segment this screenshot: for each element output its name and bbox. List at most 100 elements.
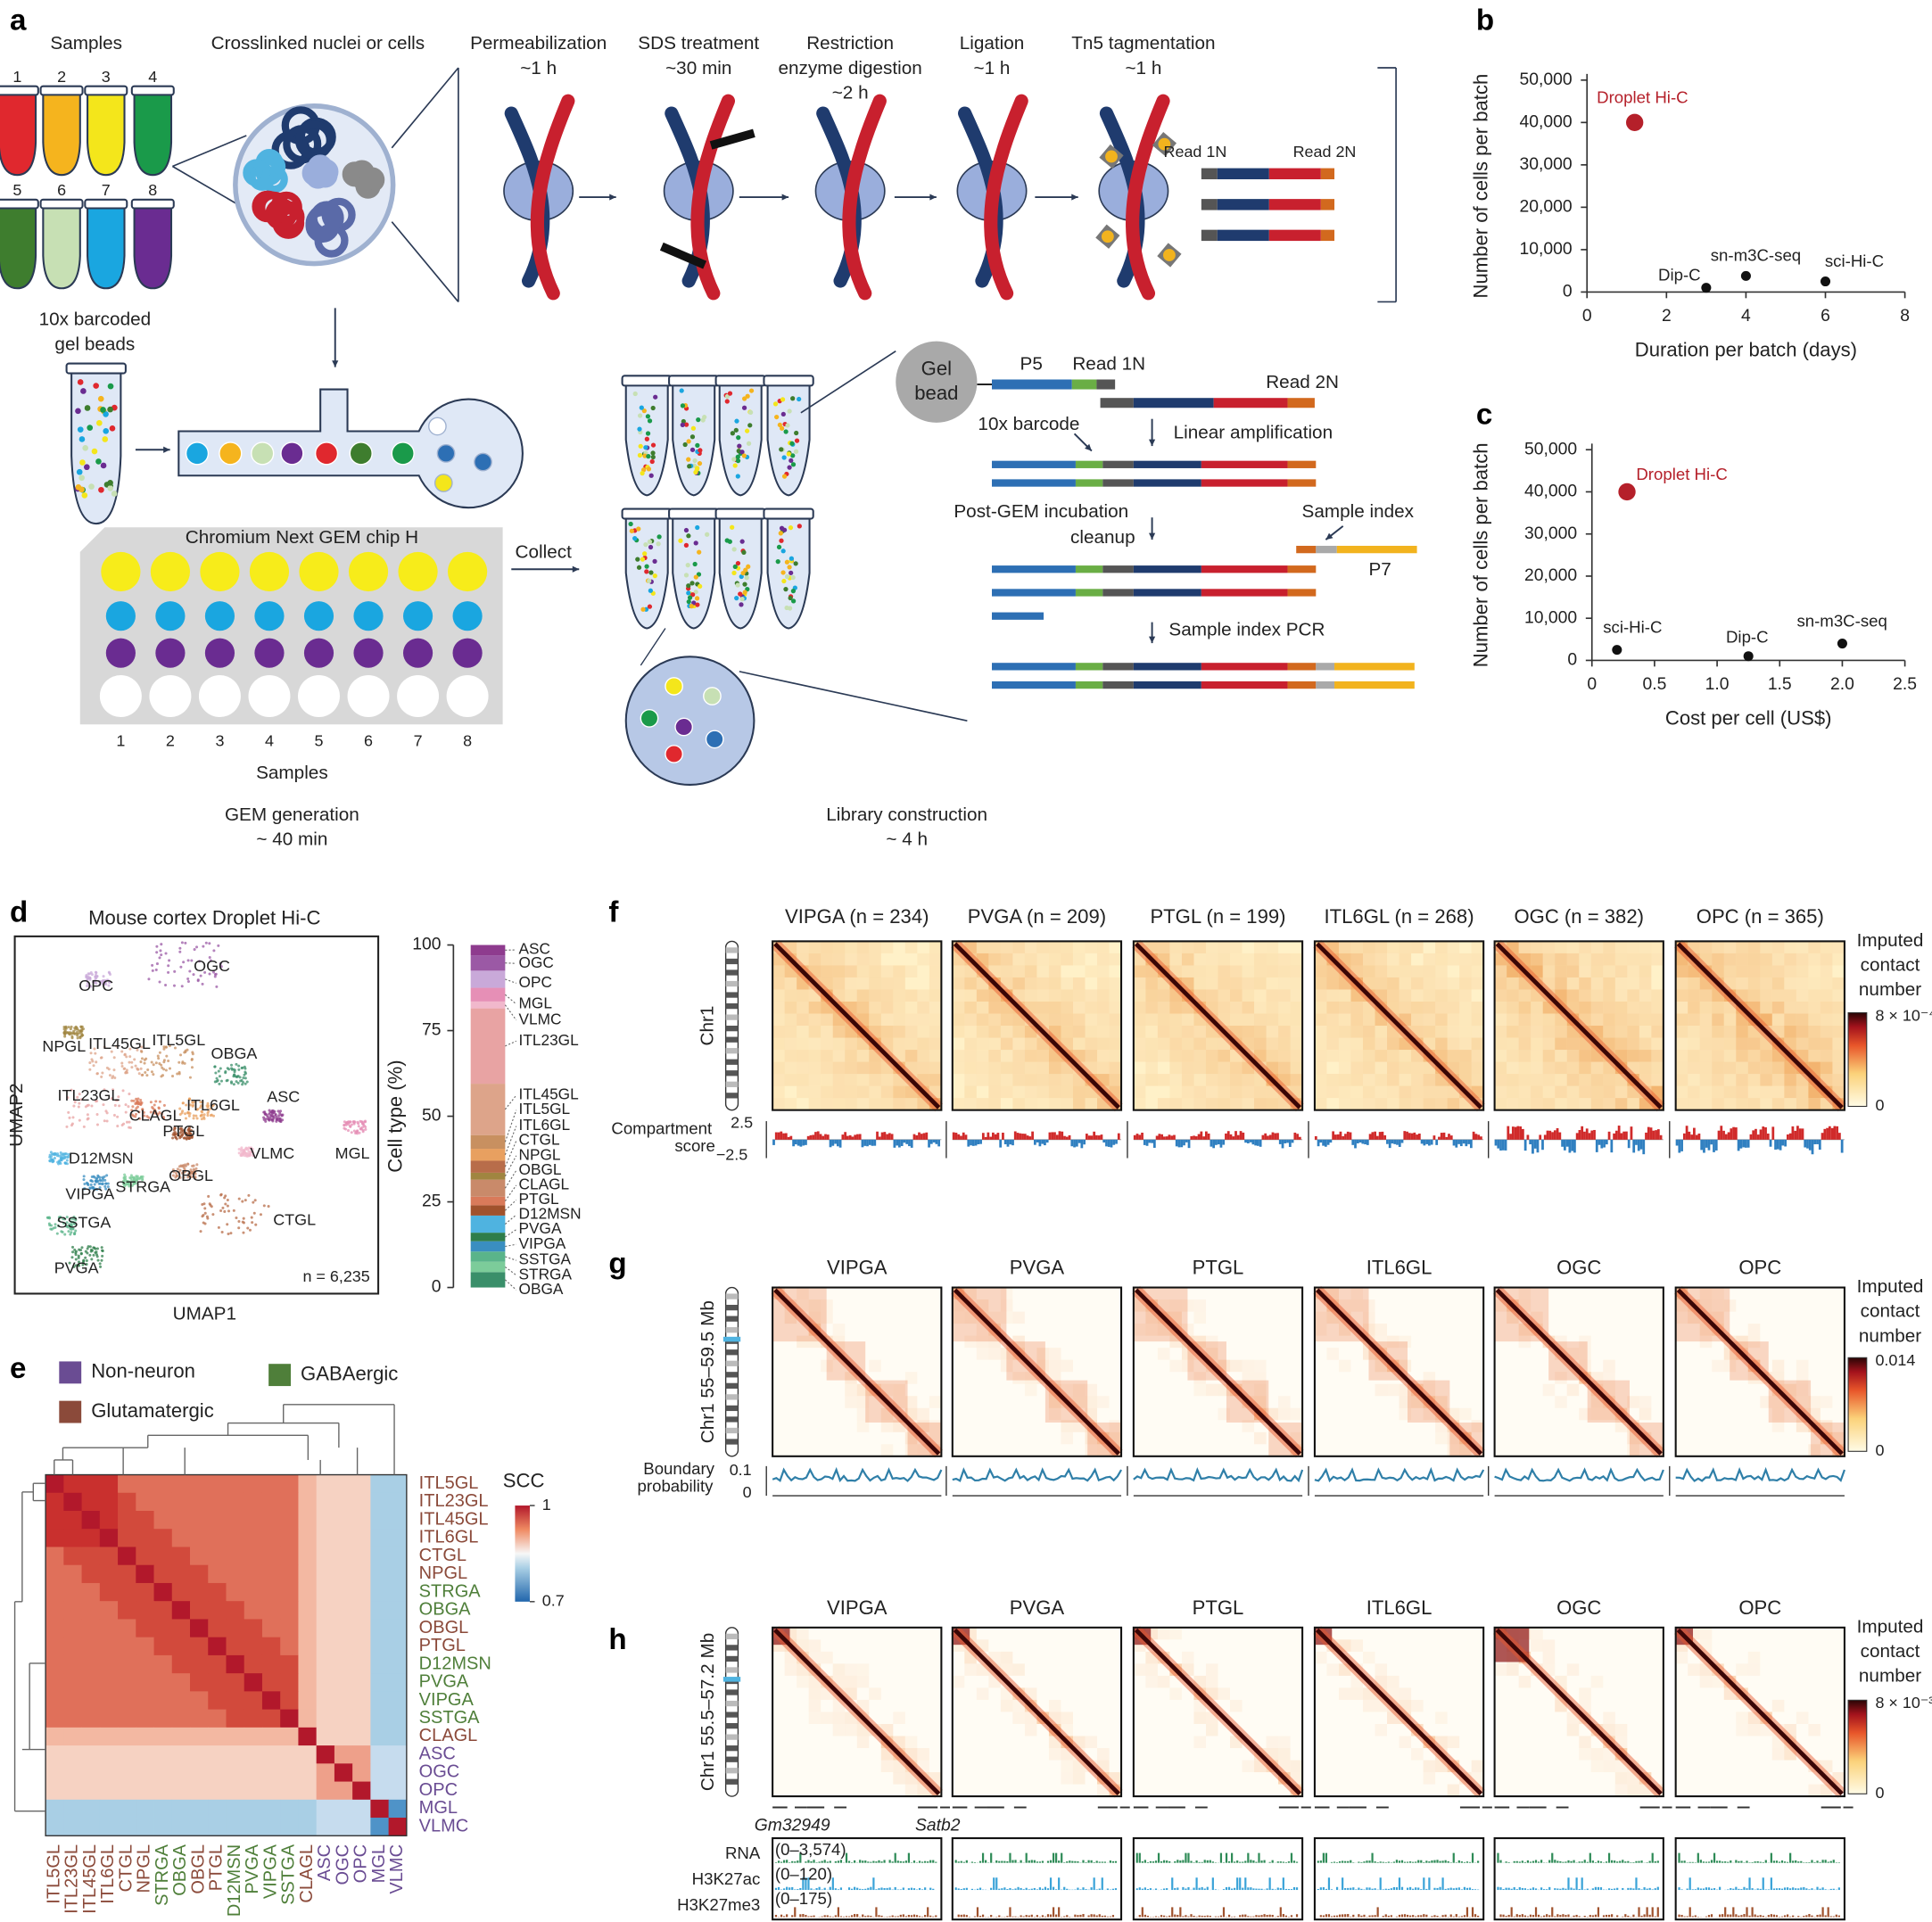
- signal: [870, 1915, 872, 1918]
- contact-pixel: [1254, 1001, 1267, 1014]
- leader: [505, 1040, 517, 1047]
- compartment-bar: [1605, 1139, 1608, 1145]
- compartment-bar: [1752, 1130, 1755, 1140]
- compartment-bar: [1541, 1139, 1544, 1151]
- contact-pixel: [1048, 1699, 1061, 1712]
- compartment-bar: [1430, 1139, 1433, 1145]
- cell-dot: [96, 1179, 100, 1183]
- cell-dot: [140, 1045, 144, 1049]
- heat-cell: [352, 1619, 371, 1638]
- contact-pixel: [772, 1050, 785, 1062]
- bead: [640, 606, 646, 612]
- compartment-bar: [1204, 1131, 1208, 1140]
- bead: [740, 570, 746, 576]
- compartment-bar: [1771, 1126, 1775, 1140]
- heat-cell: [388, 1511, 408, 1530]
- cell-dot: [173, 1134, 177, 1137]
- compartment-bar: [1764, 1126, 1767, 1140]
- contact-pixel: [1036, 1061, 1049, 1075]
- chip-well: [105, 638, 136, 668]
- contact-pixel: [1036, 1001, 1049, 1014]
- bead: [787, 565, 792, 570]
- bar-segment: [470, 1008, 506, 1085]
- bead: [644, 569, 649, 574]
- heat-cell: [171, 1654, 191, 1674]
- signal: [854, 1914, 856, 1918]
- contact-pixel: [1603, 941, 1615, 953]
- contact-pixel: [1712, 1050, 1724, 1062]
- cell-dot: [145, 1115, 149, 1118]
- heat-cell: [81, 1492, 101, 1512]
- compartment-bar: [1368, 1134, 1372, 1140]
- contact-pixel: [1326, 1001, 1339, 1014]
- heat-cell: [190, 1745, 209, 1764]
- heat-cell: [244, 1601, 263, 1620]
- heat-cell: [99, 1564, 119, 1584]
- cell-dot: [160, 953, 163, 957]
- compartment-bar: [954, 1133, 958, 1140]
- heat-cell: [370, 1691, 390, 1711]
- heat-cell: [118, 1654, 136, 1674]
- compartment-bar: [1734, 1127, 1738, 1140]
- compartment-bar: [836, 1139, 839, 1147]
- ideogram-band: [725, 1081, 739, 1087]
- cell-dot: [219, 961, 222, 966]
- heat-cell: [118, 1637, 136, 1656]
- heat-cell: [99, 1818, 119, 1836]
- heat-cell: [136, 1529, 154, 1547]
- contact-pixel: [976, 941, 989, 953]
- heat-cell: [334, 1727, 353, 1746]
- heat-cell: [280, 1474, 299, 1494]
- ideogram-band: [725, 1756, 739, 1762]
- cell-dot: [121, 1089, 125, 1093]
- legend-label: Glutamatergic: [91, 1399, 214, 1422]
- contact-pixel: [1048, 977, 1061, 990]
- contact-pixel: [1278, 1013, 1291, 1027]
- cell-dot: [168, 1067, 172, 1070]
- cell-dot: [127, 1105, 130, 1109]
- cell-dot: [120, 1124, 124, 1127]
- compartment-bar: [1356, 1139, 1359, 1143]
- contact-pixel: [964, 1001, 977, 1014]
- contact-pixel: [1242, 1074, 1255, 1086]
- contact-pixel: [1566, 1085, 1580, 1099]
- heat-cell: [99, 1654, 119, 1674]
- contact-pixel: [1796, 1013, 1809, 1027]
- cell-dot: [224, 1194, 227, 1198]
- compartment-bar: [1080, 1139, 1084, 1149]
- signal: [957, 1861, 960, 1863]
- cell-dot: [68, 1031, 71, 1035]
- cell-dot: [140, 1057, 144, 1060]
- panel-a-label: GEM generation: [225, 804, 359, 825]
- contact-pixel: [929, 1037, 942, 1051]
- contact-pixel: [1614, 1784, 1628, 1797]
- contact-pixel: [1097, 953, 1110, 966]
- contact-pixel: [1820, 965, 1833, 977]
- contact-pixel: [1603, 953, 1615, 966]
- compartment-bar: [1816, 1139, 1819, 1144]
- contact-pixel: [1447, 1037, 1460, 1051]
- heat-cell: [99, 1799, 119, 1819]
- contact-pixel: [1723, 1037, 1737, 1051]
- contact-pixel: [1242, 965, 1255, 977]
- cell-dot: [157, 1057, 161, 1060]
- segment-label: PVGA: [519, 1219, 562, 1237]
- signal: [826, 1861, 829, 1863]
- contact-pixel: [1808, 1050, 1821, 1062]
- tube-cap: [39, 198, 84, 210]
- contact-pixel: [1542, 1050, 1556, 1062]
- contact-pixel: [1072, 1772, 1086, 1785]
- cell-dot: [78, 1101, 81, 1105]
- cell-dot: [223, 1209, 227, 1213]
- colorbar-tick: 1: [542, 1496, 551, 1514]
- contact-pixel: [1278, 1001, 1291, 1014]
- heat-cell: [208, 1673, 227, 1692]
- contact-pixel: [1736, 1098, 1748, 1110]
- heat-cell: [261, 1619, 281, 1638]
- contact-pixel: [1494, 1085, 1507, 1099]
- contact-pixel: [832, 977, 846, 990]
- column-label: ITL5GL: [45, 1844, 64, 1904]
- leader: [505, 1266, 517, 1276]
- contact-pixel: [1651, 941, 1664, 953]
- heat-cell: [298, 1564, 318, 1584]
